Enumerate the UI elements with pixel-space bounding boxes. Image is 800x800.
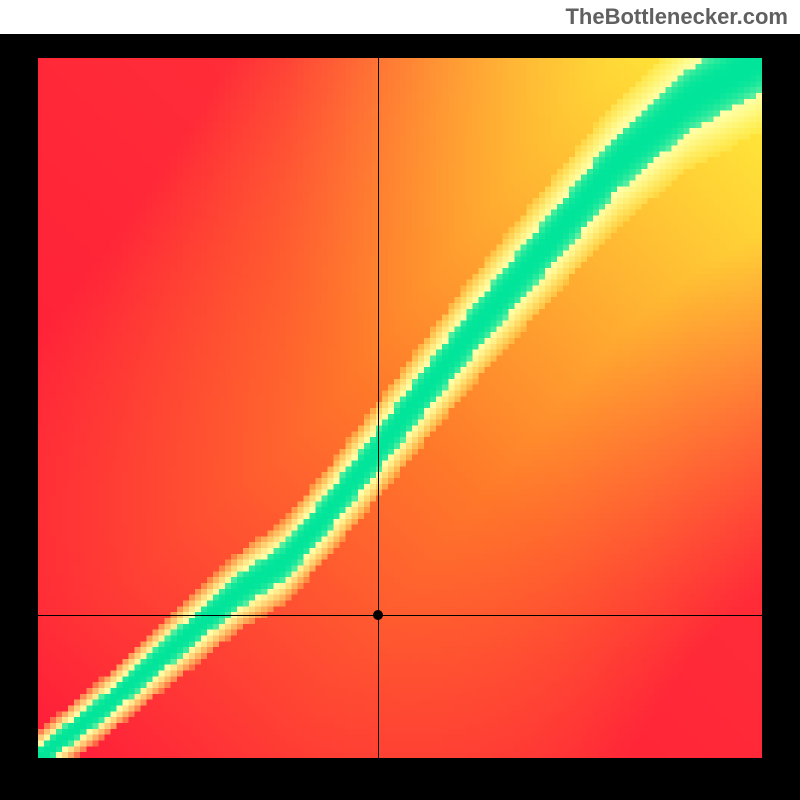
heatmap-canvas — [38, 58, 762, 758]
chart-container: TheBottlenecker.com — [0, 0, 800, 800]
attribution-text: TheBottlenecker.com — [565, 4, 788, 30]
crosshair-vertical — [378, 58, 379, 758]
plot-area — [38, 58, 762, 758]
marker-dot — [373, 610, 383, 620]
crosshair-horizontal — [38, 615, 762, 616]
chart-frame — [0, 34, 800, 800]
